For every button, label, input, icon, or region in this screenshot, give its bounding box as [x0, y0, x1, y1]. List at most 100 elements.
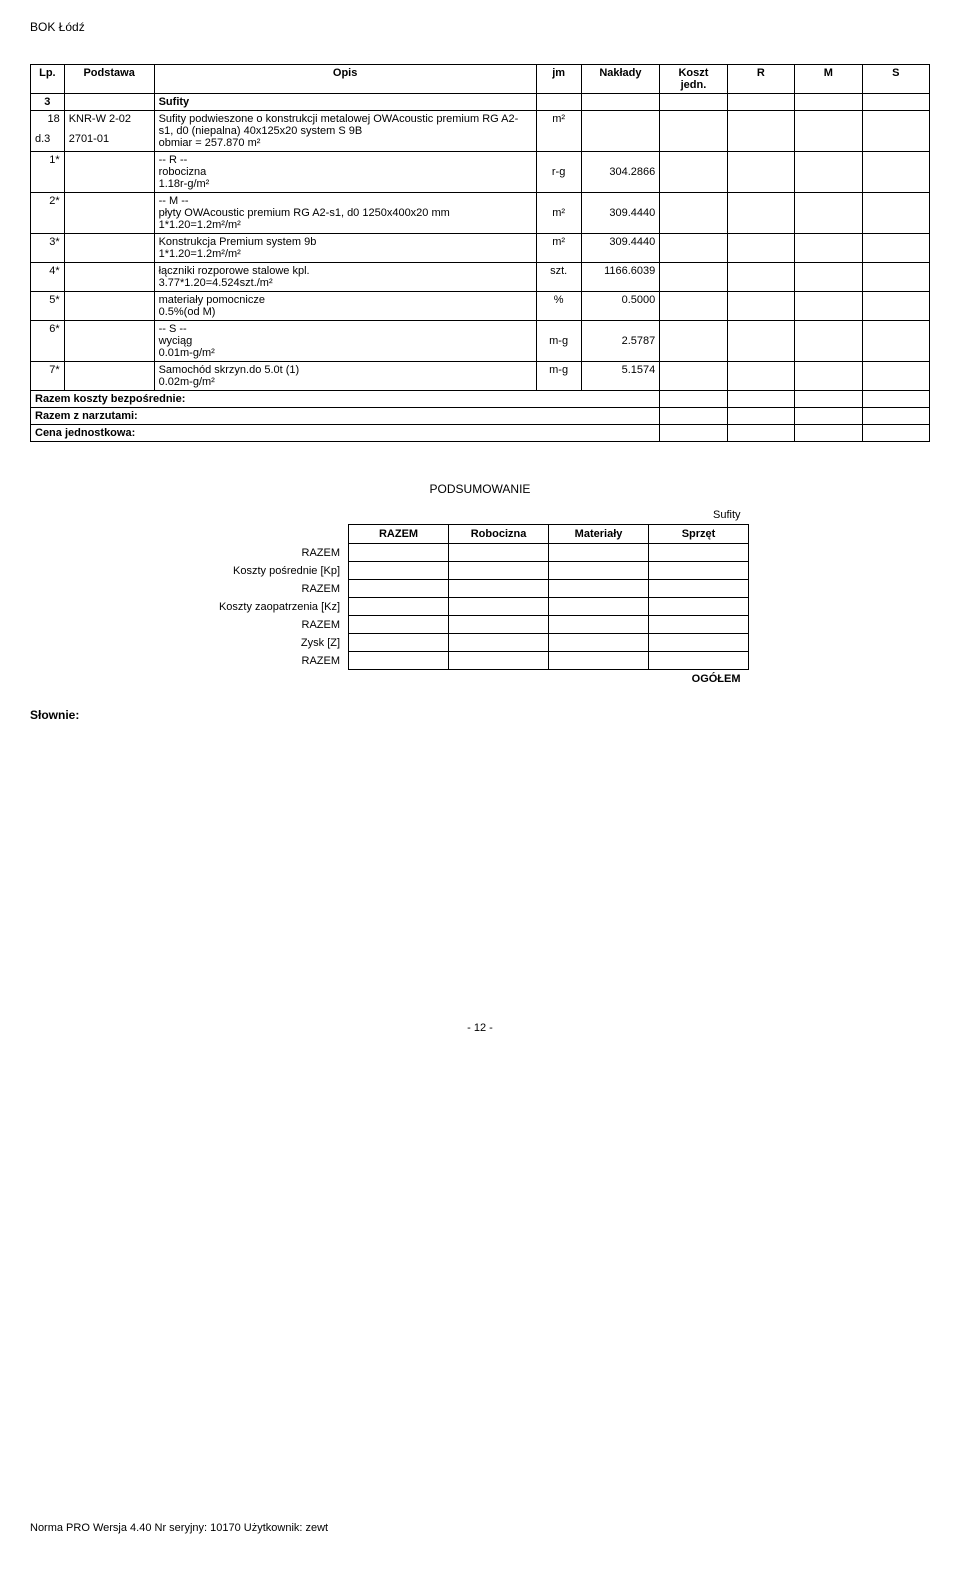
bottom-l2-text: Razem z narzutami:: [31, 408, 660, 425]
page-header: BOK Łódź: [30, 20, 930, 34]
section-row: 3 Sufity: [31, 94, 930, 111]
summary-title: PODSUMOWANIE: [30, 482, 930, 496]
sum-h-mat: Materiały: [549, 525, 649, 544]
r3-calc: 1*1.20=1.2m²/m²: [159, 248, 241, 260]
bottom-l1: Razem koszty bezpośrednie:: [31, 391, 930, 408]
sum-l4: Koszty zaopatrzenia [Kz]: [211, 598, 349, 616]
r7-calc: 0.02m-g/m²: [159, 376, 215, 388]
r6-text: wyciąg: [159, 335, 193, 347]
col-lp: Lp.: [31, 65, 65, 94]
sum-l3: RAZEM: [211, 580, 349, 598]
main-table: Lp. Podstawa Opis jm Nakłady Koszt jedn.…: [30, 64, 930, 442]
col-naklady: Nakłady: [581, 65, 660, 94]
row-r1: 1* -- R -- robocizna 1.18r-g/m² r-g 304.…: [31, 152, 930, 193]
col-jm: jm: [536, 65, 581, 94]
summary-corner: Sufity: [349, 506, 749, 525]
row18-opis1: Sufity podwieszone o konstrukcji metalow…: [159, 113, 519, 137]
col-koszt: Koszt jedn.: [660, 65, 727, 94]
r2-opis: -- M -- płyty OWAcoustic premium RG A2-s…: [154, 193, 536, 234]
col-s: S: [862, 65, 929, 94]
sum-l5: RAZEM: [211, 616, 349, 634]
r6-val: 2.5787: [581, 321, 660, 362]
slownie-label: Słownie:: [30, 708, 930, 722]
row18-jm: m²: [536, 111, 581, 152]
col-opis: Opis: [154, 65, 536, 94]
section-num: 3: [31, 94, 65, 111]
sum-l2: Koszty pośrednie [Kp]: [211, 562, 349, 580]
summary-section: PODSUMOWANIE Sufity RAZEM Robocizna Mate…: [30, 482, 930, 688]
row18-num: 18: [31, 111, 65, 132]
r1-calc: 1.18r-g/m²: [159, 178, 210, 190]
r2-val: 309.4440: [581, 193, 660, 234]
row-r5: 5* materiały pomocnicze 0.5%(od M) % 0.5…: [31, 292, 930, 321]
sum-h-spr: Sprzęt: [649, 525, 749, 544]
bottom-l3-text: Cena jednostkowa:: [31, 425, 660, 442]
bottom-l2: Razem z narzutami:: [31, 408, 930, 425]
r6-head: -- S --: [159, 323, 187, 335]
row-r2: 2* -- M -- płyty OWAcoustic premium RG A…: [31, 193, 930, 234]
r1-num: 1*: [31, 152, 65, 193]
sum-l6: Zysk [Z]: [211, 634, 349, 652]
r5-text: materiały pomocnicze: [159, 294, 265, 306]
table-header-row: Lp. Podstawa Opis jm Nakłady Koszt jedn.…: [31, 65, 930, 94]
sum-l1: RAZEM: [211, 544, 349, 562]
r7-val: 5.1574: [581, 362, 660, 391]
row-r6: 6* -- S -- wyciąg 0.01m-g/m² m-g 2.5787: [31, 321, 930, 362]
r6-jm: m-g: [536, 321, 581, 362]
r7-num: 7*: [31, 362, 65, 391]
r7-text: Samochód skrzyn.do 5.0t (1): [159, 364, 300, 376]
row18-sub: d.3: [31, 131, 65, 152]
col-r: R: [727, 65, 794, 94]
r3-val: 309.4440: [581, 234, 660, 263]
r1-head: -- R --: [159, 154, 188, 166]
r1-opis: -- R -- robocizna 1.18r-g/m²: [154, 152, 536, 193]
summary-header: RAZEM Robocizna Materiały Sprzęt: [211, 525, 749, 544]
row18-pod1: KNR-W 2-02: [64, 111, 154, 132]
r4-val: 1166.6039: [581, 263, 660, 292]
r5-val: 0.5000: [581, 292, 660, 321]
r4-opis: łączniki rozporowe stalowe kpl. 3.77*1.2…: [154, 263, 536, 292]
r6-opis: -- S -- wyciąg 0.01m-g/m²: [154, 321, 536, 362]
r2-jm: m²: [536, 193, 581, 234]
row-18: 18 KNR-W 2-02 Sufity podwieszone o konst…: [31, 111, 930, 132]
r2-head: -- M --: [159, 195, 189, 207]
r1-jm: r-g: [536, 152, 581, 193]
r1-val: 304.2866: [581, 152, 660, 193]
row18-opis2: obmiar = 257.870 m²: [159, 137, 261, 149]
r3-num: 3*: [31, 234, 65, 263]
r4-text: łączniki rozporowe stalowe kpl.: [159, 265, 310, 277]
r4-calc: 3.77*1.20=4.524szt./m²: [159, 277, 273, 289]
bottom-l1-text: Razem koszty bezpośrednie:: [31, 391, 660, 408]
page-number: - 12 -: [30, 1022, 930, 1034]
r7-jm: m-g: [536, 362, 581, 391]
col-m: M: [795, 65, 862, 94]
summary-table: Sufity RAZEM Robocizna Materiały Sprzęt …: [211, 506, 749, 688]
r2-text: płyty OWAcoustic premium RG A2-s1, d0 12…: [159, 207, 450, 219]
row18-pod2: 2701-01: [64, 131, 154, 152]
r6-calc: 0.01m-g/m²: [159, 347, 215, 359]
r2-num: 2*: [31, 193, 65, 234]
bottom-l3: Cena jednostkowa:: [31, 425, 930, 442]
r3-opis: Konstrukcja Premium system 9b 1*1.20=1.2…: [154, 234, 536, 263]
section-title: Sufity: [154, 94, 536, 111]
r5-jm: %: [536, 292, 581, 321]
r3-text: Konstrukcja Premium system 9b: [159, 236, 317, 248]
summary-ogolem: OGÓŁEM: [649, 670, 749, 689]
r6-num: 6*: [31, 321, 65, 362]
section-empty: [64, 94, 154, 111]
sum-h-razem: RAZEM: [349, 525, 449, 544]
sum-h-rob: Robocizna: [449, 525, 549, 544]
r3-jm: m²: [536, 234, 581, 263]
r4-num: 4*: [31, 263, 65, 292]
r5-opis: materiały pomocnicze 0.5%(od M): [154, 292, 536, 321]
r2-calc: 1*1.20=1.2m²/m²: [159, 219, 241, 231]
r4-jm: szt.: [536, 263, 581, 292]
r1-text: robocizna: [159, 166, 207, 178]
col-podstawa: Podstawa: [64, 65, 154, 94]
row18-opis: Sufity podwieszone o konstrukcji metalow…: [154, 111, 536, 152]
footer-text: Norma PRO Wersja 4.40 Nr seryjny: 10170 …: [30, 1522, 930, 1534]
r5-calc: 0.5%(od M): [159, 306, 216, 318]
r5-num: 5*: [31, 292, 65, 321]
sum-l7: RAZEM: [211, 652, 349, 670]
row-r4: 4* łączniki rozporowe stalowe kpl. 3.77*…: [31, 263, 930, 292]
